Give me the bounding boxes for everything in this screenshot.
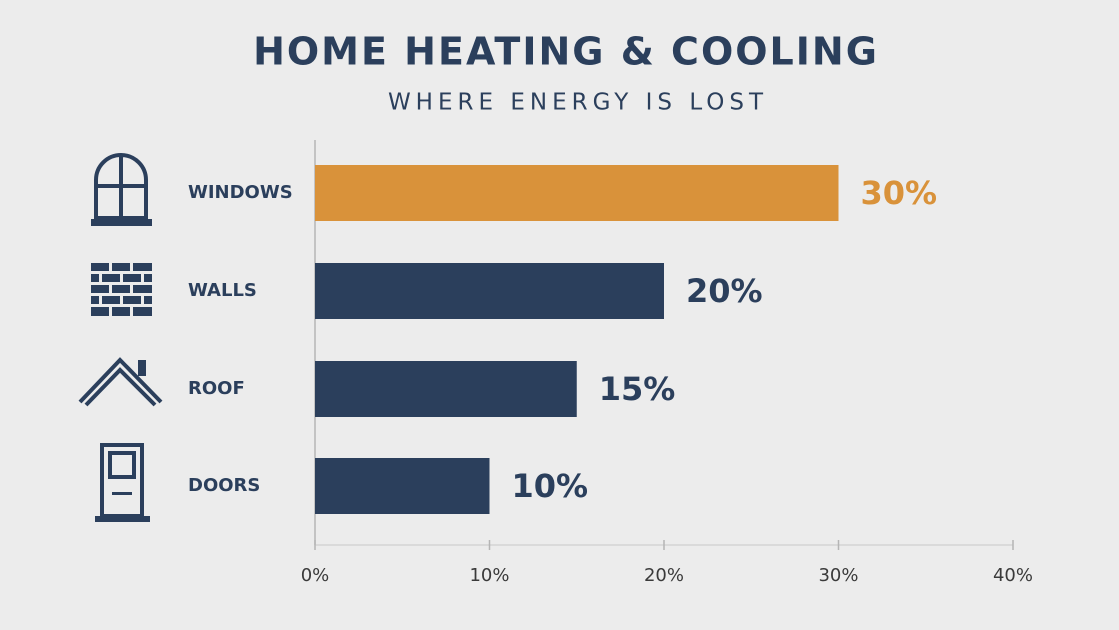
x-tick-label: 30% [818, 565, 858, 586]
category-label: ROOF [188, 378, 245, 399]
x-tick-label: 10% [469, 565, 509, 586]
bar [315, 263, 664, 319]
value-label: 30% [861, 174, 938, 212]
bar [315, 165, 839, 221]
bar [315, 458, 490, 514]
window-icon [91, 153, 152, 226]
wall-icon [91, 263, 152, 316]
category-label: DOORS [188, 475, 260, 496]
roof-icon [78, 357, 163, 407]
category-label: WALLS [188, 280, 257, 301]
chart-title: HOME HEATING & COOLING [253, 30, 879, 74]
bar [315, 361, 577, 417]
value-label: 20% [686, 272, 763, 310]
value-label: 10% [512, 467, 589, 505]
category-label: WINDOWS [188, 182, 293, 203]
door-icon [95, 443, 150, 522]
x-tick-label: 20% [644, 565, 684, 586]
value-label: 15% [599, 370, 676, 408]
x-tick-label: 40% [993, 565, 1033, 586]
chart-subtitle: WHERE ENERGY IS LOST [388, 90, 768, 116]
x-tick-label: 0% [301, 565, 330, 586]
